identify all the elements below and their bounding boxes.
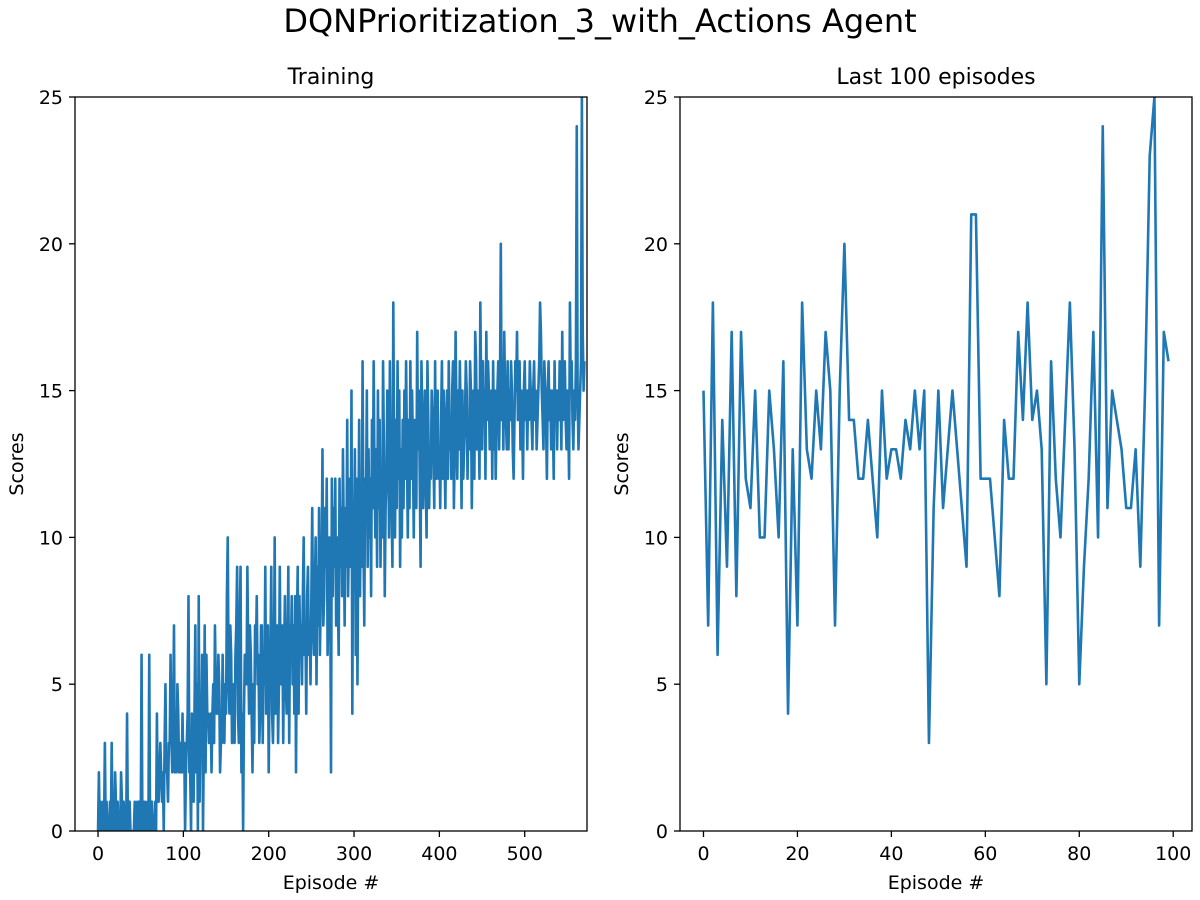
last-100-plot-xtick-label: 0 [697, 843, 709, 865]
training-plot-series [96, 97, 586, 831]
last-100-plot-ytick-label: 25 [644, 87, 668, 109]
training-plot-score-line [96, 97, 586, 831]
training-plot-xtick-label: 400 [421, 843, 457, 865]
last-100-plot-ytick-label: 0 [656, 821, 668, 843]
training-plot-xlabel: Episode # [283, 872, 380, 894]
training-plot-xtick-label: 500 [507, 843, 543, 865]
last-100-plot: Last 100 episodes Episode # Scores 0 20 40… [611, 65, 1193, 894]
last-100-plot-title: Last 100 episodes [836, 65, 1035, 90]
last-100-plot-xtick-label: 20 [785, 843, 809, 865]
training-plot-xtick-label: 100 [165, 843, 201, 865]
last-100-plot-xtick-label: 40 [879, 843, 903, 865]
last-100-plot-xtick-label: 100 [1155, 843, 1191, 865]
training-plot-ytick-label: 0 [51, 821, 63, 843]
training-plot-ytick-label: 15 [39, 381, 63, 403]
training-plot-ytick-label: 10 [39, 527, 63, 549]
training-plot-xtick-label: 300 [336, 843, 372, 865]
last-100-plot-series [702, 97, 1170, 745]
training-plot-ticks: 0 100 200 300 400 500 0 5 10 15 20 25 [39, 87, 543, 865]
last-100-plot-ytick-label: 20 [644, 234, 668, 256]
figure-suptitle: DQNPrioritization_3_with_Actions Agent [283, 2, 916, 40]
training-plot-title: Training [287, 65, 375, 90]
last-100-plot-ticks: 0 20 40 60 80 100 0 5 10 15 20 25 [644, 87, 1192, 865]
training-plot-xtick-label: 0 [92, 843, 104, 865]
training-plot-ylabel: Scores [6, 432, 28, 495]
last-100-plot-xtick-label: 80 [1067, 843, 1091, 865]
training-plot-xtick-label: 200 [251, 843, 287, 865]
training-plot-ytick-label: 25 [39, 87, 63, 109]
last-100-plot-frame [679, 96, 1193, 832]
last-100-plot-xtick-label: 60 [973, 843, 997, 865]
training-plot-ytick-label: 20 [39, 234, 63, 256]
last-100-plot-ylabel: Scores [611, 432, 633, 495]
last-100-plot-ytick-label: 15 [644, 381, 668, 403]
training-plot-frame [74, 96, 588, 832]
last-100-plot-ytick-label: 5 [656, 674, 668, 696]
training-plot-ytick-label: 5 [51, 674, 63, 696]
training-plot: Training Episode # Scores 0 100 200 300 400 5… [6, 65, 588, 894]
last-100-plot-ytick-label: 10 [644, 527, 668, 549]
last-100-plot-score-line [702, 97, 1170, 745]
last-100-plot-xlabel: Episode # [888, 872, 985, 894]
